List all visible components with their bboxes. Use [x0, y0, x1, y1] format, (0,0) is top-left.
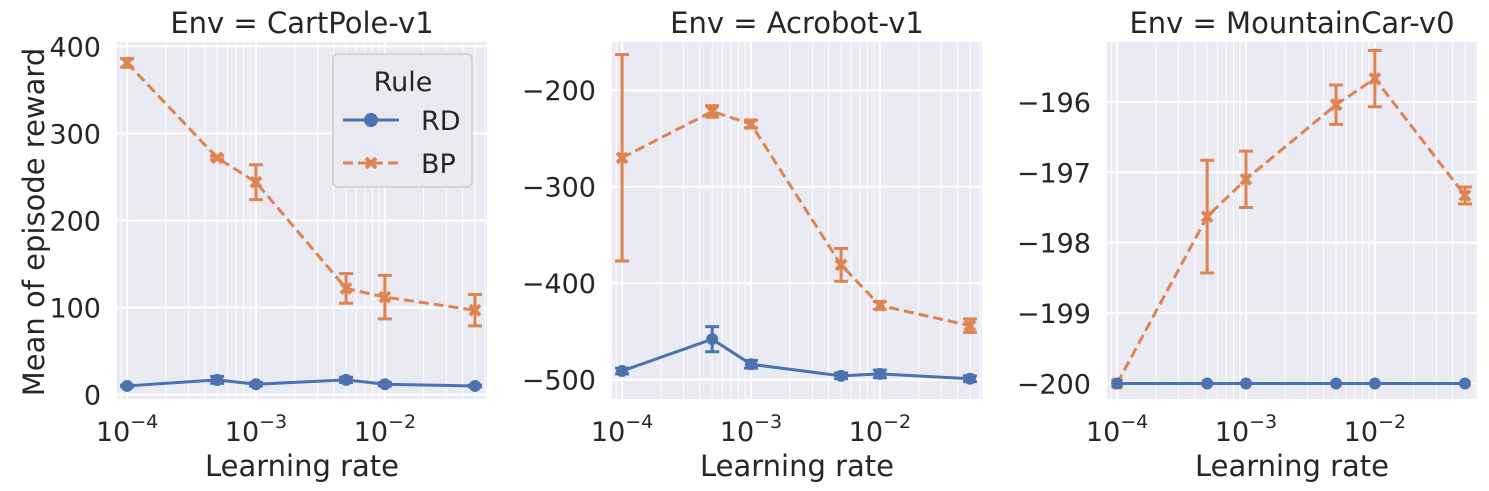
- data-point: [963, 319, 977, 333]
- legend-entry-bp: BP: [343, 149, 456, 180]
- data-point: [744, 117, 758, 131]
- x-tick-label: 10−4: [96, 411, 158, 448]
- plot-area: [612, 42, 982, 399]
- data-point: [339, 282, 353, 295]
- data-point: [468, 303, 482, 317]
- data-point: [705, 105, 719, 118]
- panel-title: Env = MountainCar-v0: [1129, 6, 1454, 40]
- x-axis-label: Learning rate: [205, 449, 399, 483]
- series-bp: [615, 53, 977, 334]
- series-line: [621, 337, 971, 381]
- y-tick-label: −196: [1017, 88, 1091, 119]
- x-tick-label: 10−2: [849, 411, 911, 448]
- data-point: [468, 379, 481, 392]
- legend-label: BP: [421, 149, 456, 180]
- data-point: [616, 365, 629, 378]
- legend-label: RD: [421, 106, 461, 137]
- data-point: [1458, 189, 1472, 202]
- panel-title: Env = CartPole-v1: [170, 6, 433, 40]
- data-point: [120, 56, 134, 70]
- data-point: [744, 358, 757, 371]
- data-point: [615, 151, 629, 165]
- x-axis-label: Learning rate: [1195, 449, 1389, 483]
- data-point: [340, 373, 353, 386]
- y-tick-label: 100: [49, 294, 101, 325]
- legend-box: [332, 53, 473, 188]
- data-point: [834, 258, 848, 272]
- y-axis-label: Mean of episode reward: [17, 48, 51, 396]
- y-tick-label: −400: [522, 269, 596, 300]
- data-point: [378, 378, 391, 391]
- data-point: [1368, 72, 1382, 86]
- panel-2: 10−4 10−3 10−2 −500 −400 −300 −200 Env = Acrobo…: [522, 6, 982, 483]
- x-tick-label: 10−4: [1086, 411, 1148, 448]
- x-tick-label: 10−2: [354, 411, 416, 448]
- y-tick-label: 200: [49, 207, 101, 238]
- series-line: [1115, 76, 1467, 385]
- y-tick-label: 0: [84, 381, 101, 412]
- x-tick-label: 10−3: [1215, 411, 1277, 448]
- y-tick-label: −197: [1017, 158, 1091, 189]
- series-rd: [615, 325, 977, 385]
- data-point: [706, 333, 719, 346]
- y-tick-label: −199: [1017, 299, 1091, 330]
- data-point: [1458, 377, 1471, 390]
- data-point: [1200, 210, 1214, 224]
- data-point: [1330, 377, 1343, 390]
- y-tick-label: 400: [49, 32, 101, 63]
- series-rd: [120, 373, 482, 392]
- y-tick-label: 300: [49, 119, 101, 150]
- data-point: [873, 298, 887, 312]
- panel-3: 10−4 10−3 10−2 −200 −199 −198 −197 −196 Env = Mo…: [1017, 6, 1477, 483]
- data-point: [1239, 377, 1252, 390]
- data-point: [121, 379, 134, 392]
- data-point: [378, 290, 392, 304]
- y-tick-label: −200: [522, 76, 596, 107]
- panel-title: Env = Acrobot-v1: [670, 6, 924, 40]
- plot-area: [1107, 42, 1477, 399]
- legend: Rule RD BP: [332, 53, 473, 188]
- y-tick-label: −200: [1017, 370, 1091, 401]
- x-axis-label: Learning rate: [700, 449, 894, 483]
- data-point: [835, 369, 848, 382]
- data-point: [1239, 172, 1253, 186]
- data-point: [873, 367, 886, 380]
- y-tick-label: −500: [522, 366, 596, 397]
- data-point: [963, 372, 976, 385]
- series-rd: [1111, 377, 1471, 390]
- data-point: [249, 378, 262, 391]
- x-tick-label: 10−3: [225, 411, 287, 448]
- x-tick-label: 10−4: [591, 411, 653, 448]
- x-tick-label: 10−2: [1344, 411, 1406, 448]
- legend-entry-rd: RD: [343, 106, 461, 137]
- data-point: [1329, 98, 1343, 112]
- y-tick-label: −300: [522, 173, 596, 204]
- series-bp: [120, 56, 482, 328]
- data-point: [1201, 377, 1214, 390]
- y-tick-label: −198: [1017, 229, 1091, 260]
- series-line: [126, 61, 476, 312]
- data-point: [211, 373, 224, 386]
- series-line: [621, 109, 971, 328]
- data-point: [249, 175, 263, 189]
- legend-title: Rule: [374, 67, 433, 98]
- data-point: [1111, 377, 1124, 390]
- x-tick-label: 10−3: [720, 411, 782, 448]
- data-point: [1368, 377, 1381, 390]
- series-line: [126, 378, 475, 388]
- data-point: [210, 151, 224, 165]
